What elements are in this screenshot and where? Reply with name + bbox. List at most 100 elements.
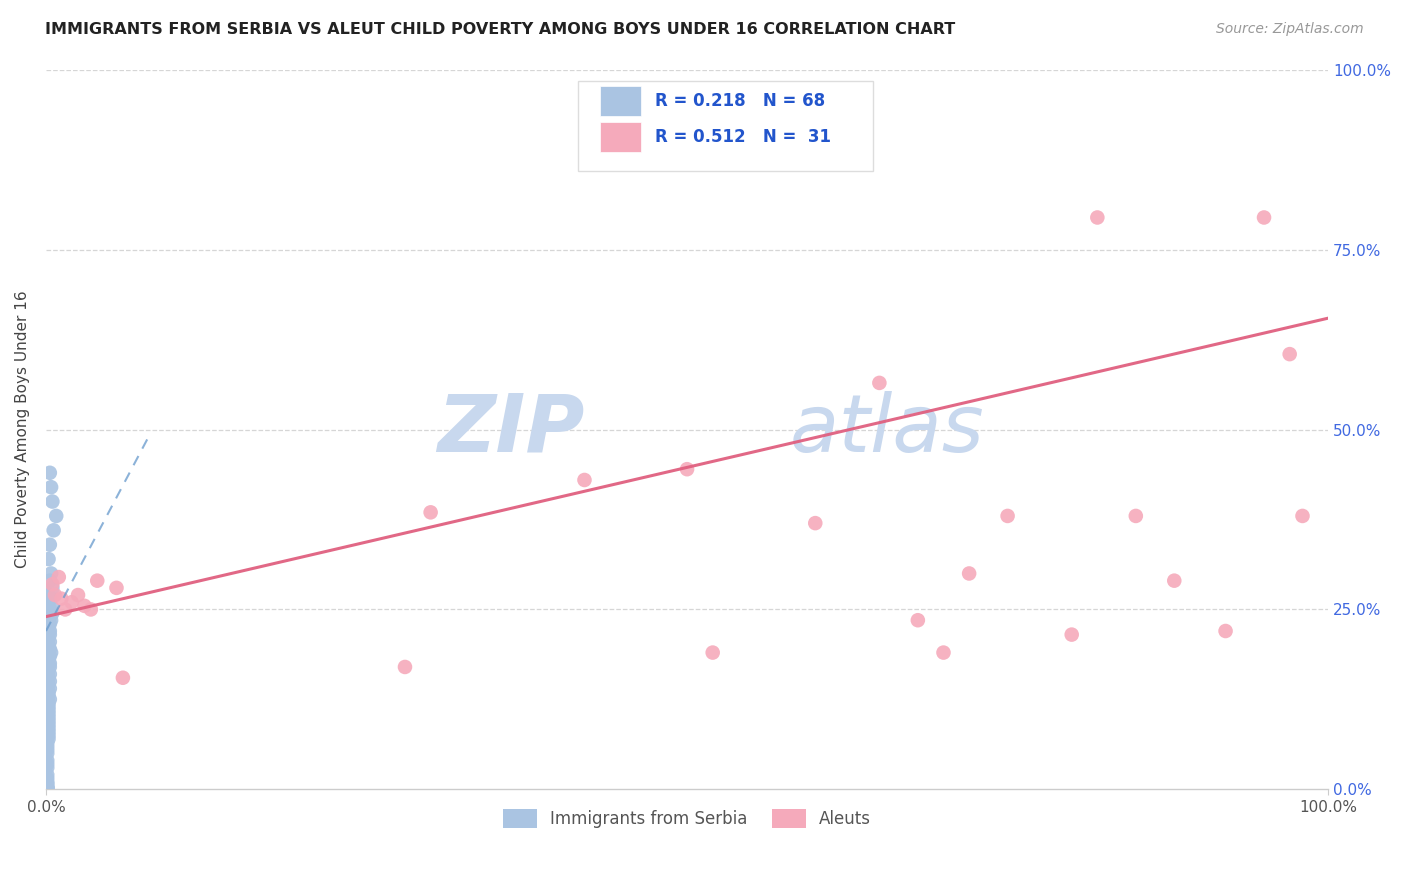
Point <box>907 613 929 627</box>
Point <box>42 524 65 538</box>
Point <box>804 516 827 530</box>
Text: Source: ZipAtlas.com: Source: ZipAtlas.com <box>1216 22 1364 37</box>
Point <box>38 657 60 671</box>
Point <box>38 595 60 609</box>
Point <box>38 714 60 728</box>
Point <box>105 581 128 595</box>
Point <box>38 689 60 703</box>
Legend: Immigrants from Serbia, Aleuts: Immigrants from Serbia, Aleuts <box>496 802 877 835</box>
Point <box>51 591 73 606</box>
Point <box>1278 347 1301 361</box>
Point <box>37 772 59 786</box>
Point <box>38 631 60 645</box>
Point <box>37 739 59 753</box>
Point <box>38 588 60 602</box>
Point <box>37 757 59 772</box>
Point <box>868 376 890 390</box>
Point <box>38 674 60 689</box>
Point <box>73 599 96 613</box>
Point <box>38 602 60 616</box>
Point <box>1125 508 1147 523</box>
Point <box>38 609 60 624</box>
Point <box>37 754 59 768</box>
Point <box>38 678 60 692</box>
Point <box>60 595 83 609</box>
Point <box>38 706 60 721</box>
Point <box>37 781 59 796</box>
Point <box>38 685 60 699</box>
Point <box>38 671 60 685</box>
Point <box>957 566 980 581</box>
FancyBboxPatch shape <box>600 86 641 116</box>
Point <box>37 781 59 796</box>
Text: ZIP: ZIP <box>437 391 585 468</box>
Point <box>39 646 62 660</box>
Point <box>1060 627 1083 641</box>
Point <box>1215 624 1237 638</box>
Point <box>38 552 60 566</box>
Point <box>38 660 60 674</box>
Point <box>997 508 1019 523</box>
Point <box>932 646 955 660</box>
Point <box>38 692 60 706</box>
Point <box>39 613 62 627</box>
Point <box>39 566 62 581</box>
Point <box>38 681 60 696</box>
Point <box>37 735 59 749</box>
Point <box>38 699 60 714</box>
FancyBboxPatch shape <box>600 122 641 153</box>
Point <box>38 667 60 681</box>
Point <box>38 731 60 746</box>
Point <box>66 588 89 602</box>
Point <box>41 577 63 591</box>
Point <box>45 508 67 523</box>
Point <box>37 761 59 775</box>
Point <box>41 581 63 595</box>
Point <box>86 574 108 588</box>
Text: atlas: atlas <box>790 391 984 468</box>
Point <box>41 494 63 508</box>
Point <box>37 780 59 795</box>
Point <box>1085 211 1108 225</box>
Point <box>38 724 60 739</box>
Point <box>38 664 60 678</box>
Point <box>37 768 59 782</box>
Point <box>37 780 59 794</box>
Point <box>38 591 60 606</box>
Point <box>111 671 134 685</box>
Point <box>37 746 59 760</box>
Text: IMMIGRANTS FROM SERBIA VS ALEUT CHILD POVERTY AMONG BOYS UNDER 16 CORRELATION CH: IMMIGRANTS FROM SERBIA VS ALEUT CHILD PO… <box>45 22 955 37</box>
Point <box>1291 508 1313 523</box>
Point <box>38 627 60 641</box>
Point <box>38 721 60 735</box>
Point <box>38 728 60 742</box>
Point <box>38 634 60 648</box>
Text: R = 0.218   N = 68: R = 0.218 N = 68 <box>655 92 825 110</box>
Point <box>1163 574 1185 588</box>
Point <box>419 505 441 519</box>
Point <box>38 574 60 588</box>
Point <box>37 775 59 789</box>
Point <box>702 646 724 660</box>
Point <box>38 624 60 638</box>
Point <box>38 649 60 664</box>
Y-axis label: Child Poverty Among Boys Under 16: Child Poverty Among Boys Under 16 <box>15 291 30 568</box>
Point <box>37 742 59 756</box>
FancyBboxPatch shape <box>578 81 873 170</box>
Point <box>38 620 60 634</box>
Point <box>38 639 60 653</box>
Point <box>38 466 60 480</box>
Point <box>1253 211 1275 225</box>
Point <box>38 696 60 710</box>
Point <box>574 473 596 487</box>
Point <box>38 703 60 717</box>
Text: R = 0.512   N =  31: R = 0.512 N = 31 <box>655 128 831 146</box>
Point <box>38 642 60 657</box>
Point <box>53 602 76 616</box>
Point <box>41 606 63 620</box>
Point <box>80 602 103 616</box>
Point <box>38 710 60 724</box>
Point <box>38 653 60 667</box>
Point <box>44 588 66 602</box>
Point <box>48 570 70 584</box>
